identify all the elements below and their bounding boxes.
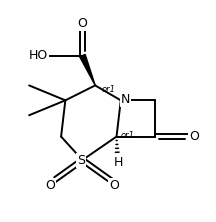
- Text: N: N: [121, 93, 130, 106]
- Text: O: O: [78, 17, 87, 30]
- Polygon shape: [80, 54, 95, 85]
- Text: S: S: [77, 154, 85, 166]
- Text: or1: or1: [121, 131, 135, 140]
- Text: O: O: [110, 179, 119, 192]
- Text: H: H: [114, 156, 123, 169]
- Text: O: O: [189, 130, 199, 143]
- Text: O: O: [46, 179, 55, 192]
- Text: or1: or1: [102, 85, 116, 94]
- Text: HO: HO: [29, 49, 48, 62]
